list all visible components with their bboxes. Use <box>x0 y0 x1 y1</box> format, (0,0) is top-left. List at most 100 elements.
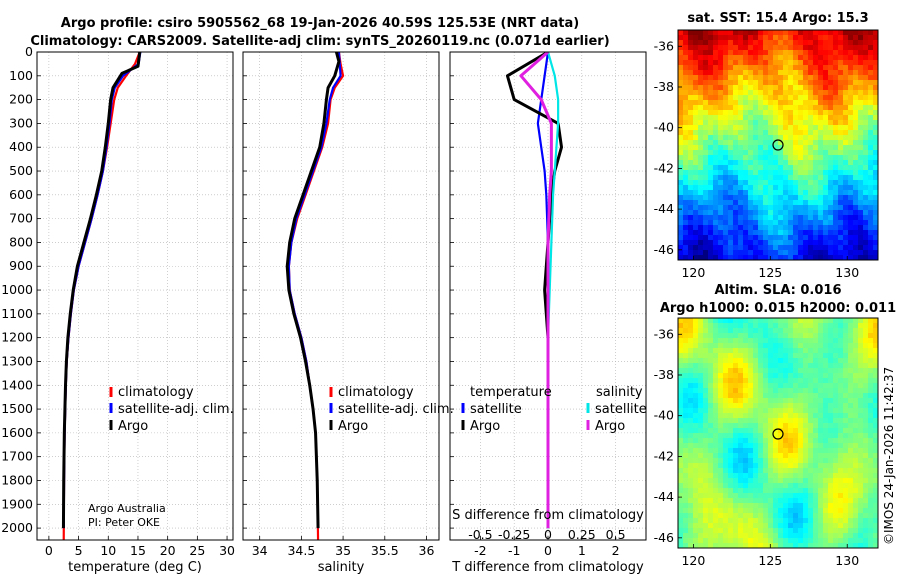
map-cell <box>728 55 734 61</box>
map-cell <box>778 235 784 241</box>
map-cell <box>768 353 774 359</box>
map-cell <box>823 55 829 61</box>
map-cell <box>768 220 774 226</box>
map-cell <box>783 333 789 339</box>
map-cell <box>758 438 764 444</box>
map-cell <box>818 518 824 524</box>
map-cell <box>853 220 859 226</box>
map-cell <box>688 230 694 236</box>
xtick-label: 5 <box>75 543 83 558</box>
map-cell <box>708 70 714 76</box>
map-cell <box>703 483 709 489</box>
map-cell <box>763 145 769 151</box>
map-cell <box>748 150 754 156</box>
map-cell <box>698 115 704 121</box>
map-cell <box>773 55 779 61</box>
map-cell <box>788 245 794 251</box>
map-cell <box>768 358 774 364</box>
map-cell <box>793 503 799 509</box>
map-cell <box>858 125 864 131</box>
map-cell <box>843 533 849 539</box>
map-cell <box>783 528 789 534</box>
map-cell <box>723 438 729 444</box>
map-cell <box>758 468 764 474</box>
map-cell <box>873 110 879 116</box>
map-cell <box>813 250 819 256</box>
map-cell <box>818 140 824 146</box>
map-cell <box>778 245 784 251</box>
map-cell <box>708 318 714 324</box>
map-cell <box>808 318 814 324</box>
map-cell <box>863 200 869 206</box>
map-cell <box>873 348 879 354</box>
map-cell <box>838 378 844 384</box>
sla-argo-marker <box>772 428 784 440</box>
map-cell <box>718 115 724 121</box>
map-cell <box>828 543 834 549</box>
map-cell <box>843 413 849 419</box>
map-cell <box>848 533 854 539</box>
map-cell <box>848 155 854 161</box>
map-cell <box>803 388 809 394</box>
map-cell <box>728 413 734 419</box>
map-cell <box>733 50 739 56</box>
map-cell <box>773 230 779 236</box>
map-cell <box>858 45 864 51</box>
map-cell <box>768 383 774 389</box>
map-cell <box>808 403 814 409</box>
map-cell <box>708 323 714 329</box>
map-cell <box>843 30 849 36</box>
map-cell <box>733 483 739 489</box>
map-cell <box>863 433 869 439</box>
map-cell <box>838 388 844 394</box>
map-cell <box>753 80 759 86</box>
map-cell <box>743 225 749 231</box>
map-cell <box>818 95 824 101</box>
map-cell <box>743 135 749 141</box>
map-cell <box>688 423 694 429</box>
map-cell <box>678 543 684 549</box>
map-cell <box>803 150 809 156</box>
map-cell <box>753 318 759 324</box>
map-cell <box>768 338 774 344</box>
map-cell <box>868 463 874 469</box>
map-cell <box>778 195 784 201</box>
map-cell <box>863 60 869 66</box>
map-cell <box>738 338 744 344</box>
map-cell <box>843 255 849 261</box>
map-cell <box>838 230 844 236</box>
map-cell <box>808 210 814 216</box>
map-cell <box>713 140 719 146</box>
map-cell <box>693 433 699 439</box>
map-cell <box>763 45 769 51</box>
map-cell <box>853 45 859 51</box>
temperature-legend-climatology: climatology <box>118 385 194 400</box>
map-cell <box>803 408 809 414</box>
map-cell <box>813 438 819 444</box>
map-cell <box>748 175 754 181</box>
map-cell <box>683 418 689 424</box>
map-cell <box>703 145 709 151</box>
map-cell <box>783 30 789 36</box>
map-cell <box>723 80 729 86</box>
map-cell <box>808 448 814 454</box>
map-cell <box>853 408 859 414</box>
map-cell <box>783 100 789 106</box>
map-cell <box>703 348 709 354</box>
map-cell <box>873 413 879 419</box>
map-cell <box>868 363 874 369</box>
map-cell <box>753 488 759 494</box>
map-cell <box>863 40 869 46</box>
map-cell <box>753 523 759 529</box>
map-cell <box>803 378 809 384</box>
map-cell <box>803 508 809 514</box>
map-cell <box>793 533 799 539</box>
map-cell <box>693 483 699 489</box>
map-cell <box>718 373 724 379</box>
map-cell <box>828 458 834 464</box>
map-cell <box>773 328 779 334</box>
map-cell <box>843 423 849 429</box>
map-cell <box>723 318 729 324</box>
map-cell <box>753 413 759 419</box>
map-cell <box>758 338 764 344</box>
